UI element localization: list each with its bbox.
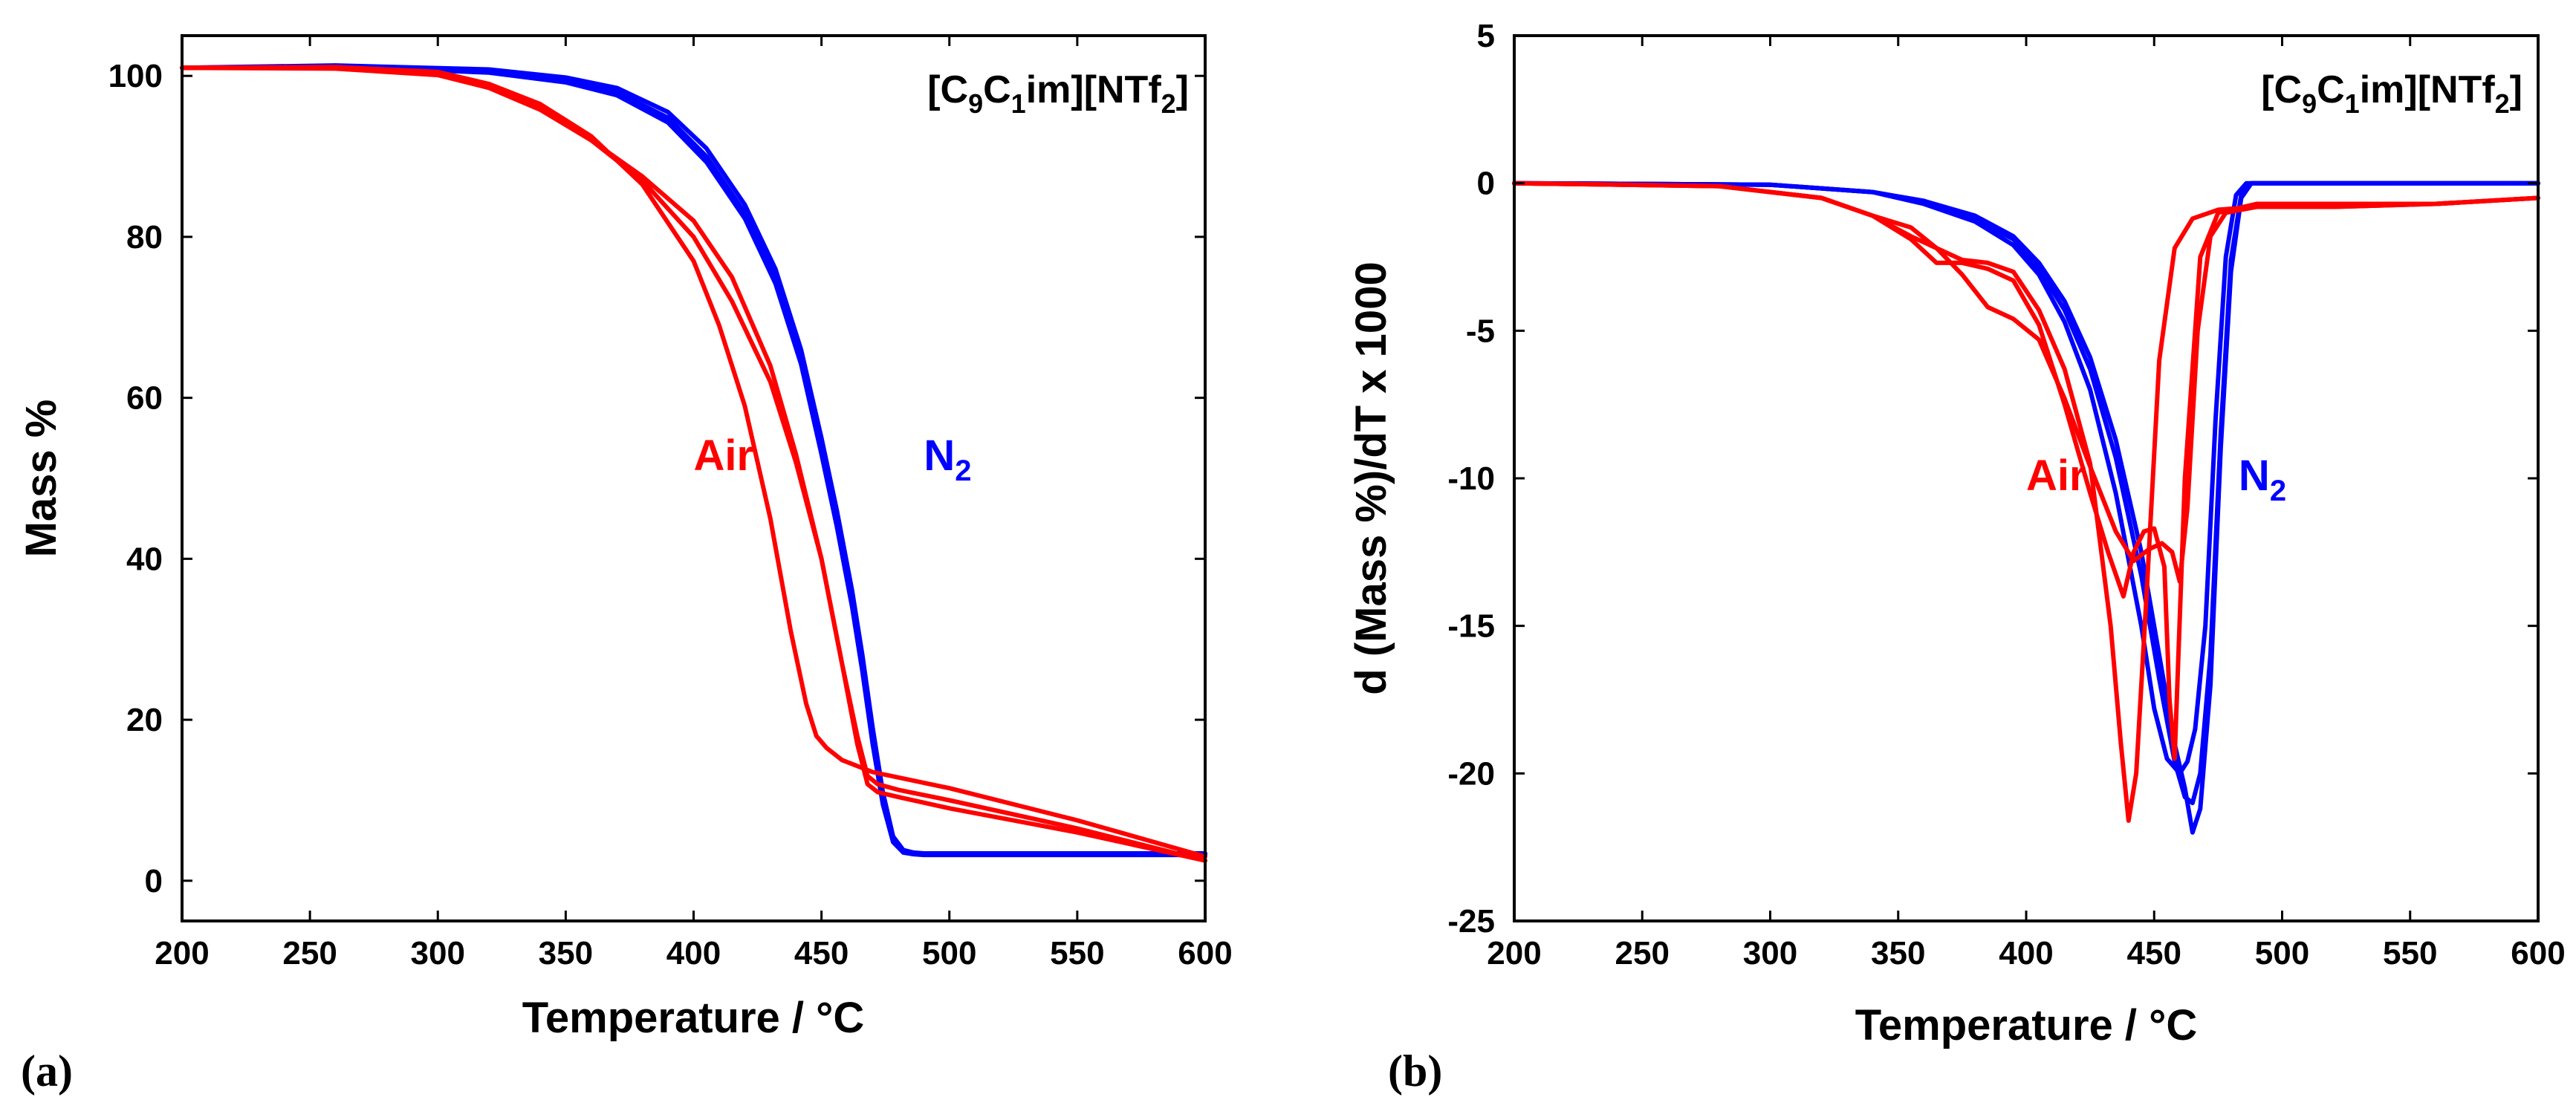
chart-a-annotations: Air N2 xyxy=(694,432,972,487)
chart-b-x-tick-label: 500 xyxy=(2255,935,2309,971)
chart-a-y-tick-label: 20 xyxy=(126,702,163,738)
chart-a-y-axis-label: Mass % xyxy=(17,400,65,558)
chart-b-y-tick-label: 5 xyxy=(1477,18,1495,54)
chart-a-annotation-1: Air xyxy=(694,432,754,480)
chart-b-x-tick-label: 350 xyxy=(1871,935,1925,971)
chart-b-y-tick-label: -15 xyxy=(1447,608,1495,645)
chart-b-series-5 xyxy=(1512,180,2540,761)
chart-b-x-tick-label: 200 xyxy=(1487,935,1541,971)
chart-b-y-axis-label: d (Mass %)/dT x 1000 xyxy=(1347,261,1395,694)
chart-a-y-tick-label: 100 xyxy=(108,58,163,94)
chart-b-x-tick-label: 450 xyxy=(2127,935,2181,971)
chart-b-series-6 xyxy=(1512,180,2540,585)
chart-a-x-tick-label: 400 xyxy=(666,935,721,971)
chart-a-annotation-2: N2 xyxy=(924,432,971,487)
chart-b-annotations: Air N2 xyxy=(2026,452,2286,507)
chart-a-ticks: 200 250 300 350 400 450 500 550 600 0 20 40 60 80 100 xyxy=(108,36,1233,971)
chart-a: 200 250 300 350 400 450 500 550 600020406080100 … xyxy=(17,34,1233,1096)
chart-b: 200 250 300 350 400 450 500 550 600 5 0 -5 -10 -15 -20… xyxy=(1347,18,2566,1096)
chart-a-x-tick-label: 250 xyxy=(282,935,337,971)
chart-b-series-3 xyxy=(1512,180,2540,776)
chart-b-compound-label: [C9C1im][NTf2] xyxy=(2261,68,2523,119)
chart-b-annotation-1: Air xyxy=(2026,452,2086,500)
chart-a-x-tick-label: 350 xyxy=(539,935,593,971)
chart-a-y-tick-label: 40 xyxy=(126,541,163,577)
chart-b-x-tick-label: 300 xyxy=(1743,935,1797,971)
chart-b-x-tick-label: 400 xyxy=(1999,935,2053,971)
chart-a-series-6 xyxy=(180,65,1207,863)
chart-b-series-1 xyxy=(1512,180,2540,835)
chart-b-series-4 xyxy=(1512,180,2540,823)
chart-a-x-tick-label: 500 xyxy=(922,935,976,971)
chart-b-y-tick-label: 0 xyxy=(1477,166,1495,202)
chart-b-panel-label: (b) xyxy=(1388,1046,1442,1096)
chart-a-x-tick-label: 300 xyxy=(411,935,465,971)
chart-b-x-axis-label: Temperature / °C xyxy=(1855,1001,2197,1049)
chart-a-x-axis-label: Temperature / °C xyxy=(522,994,864,1042)
chart-b-annotation-2: N2 xyxy=(2239,452,2286,507)
chart-a-compound-label: [C9C1im][NTf2] xyxy=(927,68,1189,119)
chart-a-panel-label: (a) xyxy=(21,1046,73,1096)
chart-a-x-tick-label: 600 xyxy=(1178,935,1232,971)
chart-b-ticks: 200 250 300 350 400 450 500 550 600 5 0 -5 -10 -15 -20… xyxy=(1447,18,2565,971)
chart-a-series-group xyxy=(180,63,1207,863)
chart-b-y-tick-label: -5 xyxy=(1466,313,1495,349)
chart-a-x-tick-label: 200 xyxy=(155,935,209,971)
chart-b-x-tick-label: 600 xyxy=(2511,935,2565,971)
chart-a-series-3 xyxy=(180,64,1207,858)
chart-a-y-tick-label: 80 xyxy=(126,219,163,255)
chart-a-y-tick-label: 0 xyxy=(145,863,163,899)
chart-b-x-tick-label: 550 xyxy=(2383,935,2437,971)
chart-b-x-tick-label: 250 xyxy=(1615,935,1670,971)
chart-a-x-tick-label: 450 xyxy=(794,935,849,971)
chart-b-series-2 xyxy=(1512,180,2540,806)
chart-b-y-tick-label: -20 xyxy=(1447,755,1495,792)
chart-b-series-group xyxy=(1512,180,2540,835)
chart-b-y-tick-label: -10 xyxy=(1447,460,1495,497)
chart-a-y-tick-label: 60 xyxy=(126,380,163,417)
chart-a-x-tick-label: 550 xyxy=(1050,935,1104,971)
chart-b-y-tick-label: -25 xyxy=(1447,903,1495,940)
